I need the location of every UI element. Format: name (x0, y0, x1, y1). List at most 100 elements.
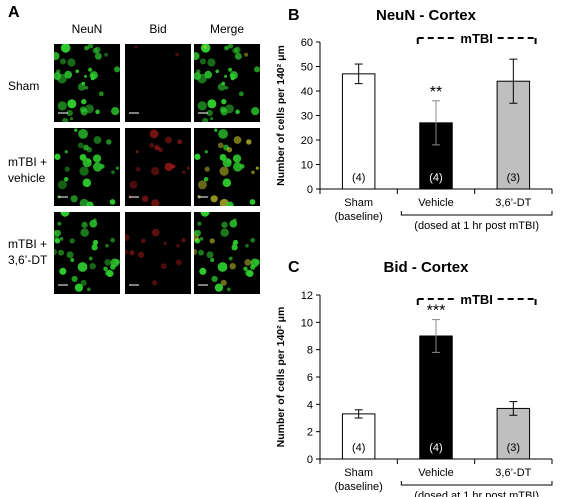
cell-mark (165, 136, 172, 144)
cell-mark (229, 262, 236, 270)
cell-mark (229, 219, 238, 228)
cell-mark (221, 98, 227, 105)
cell-mark (203, 45, 207, 49)
cell-mark (255, 166, 259, 170)
row-label-sham: Sham (8, 79, 40, 93)
cell-mark (244, 52, 249, 57)
cell-mark (215, 69, 219, 74)
cell-mark (54, 248, 58, 256)
cell-mark (140, 238, 146, 244)
cell-mark (217, 142, 224, 149)
row-label-mtbi-dt: mTBI + 3,6’-DT (8, 237, 48, 267)
y-tick-label: 20 (301, 135, 313, 147)
cell-mark (81, 221, 88, 229)
chart-title: Bid - Cortex (383, 259, 469, 276)
cell-mark (233, 162, 243, 172)
cell-mark (217, 83, 226, 91)
cell-mark (125, 249, 128, 255)
cell-mark (218, 128, 228, 139)
cell-mark (134, 45, 138, 49)
cell-mark (194, 238, 201, 244)
n-label-3: (3) (507, 442, 520, 454)
group-note: (dosed at 1 hr post mTBI) (414, 220, 539, 232)
cell-mark (254, 259, 260, 265)
cell-mark (234, 52, 242, 60)
y-tick-label: 60 (301, 37, 313, 49)
cell-mark (210, 195, 218, 203)
cell-mark (217, 262, 228, 272)
cell-mark (227, 287, 231, 292)
cell-mark (194, 153, 201, 160)
cell-mark (55, 69, 61, 75)
cell-mark (200, 212, 210, 217)
cell-mark (80, 228, 89, 237)
micrograph-neun-row-3 (54, 212, 120, 294)
cell-mark (84, 104, 94, 114)
column-header-bid: Bid (149, 22, 167, 36)
cell-mark (89, 262, 96, 270)
cell-mark (195, 69, 201, 75)
category-sublabel: (baseline) (335, 211, 383, 223)
cell-mark (232, 47, 239, 54)
cell-mark (235, 109, 240, 115)
cell-mark (94, 52, 102, 60)
cell-mark (60, 212, 70, 217)
cell-mark (222, 178, 232, 188)
panel-letter: C (288, 259, 300, 276)
cell-mark (227, 44, 234, 49)
cell-mark (177, 139, 183, 145)
cell-mark (98, 91, 104, 97)
cell-mark (75, 69, 79, 74)
cell-mark (63, 45, 67, 49)
cell-mark (224, 104, 234, 114)
cell-mark (115, 166, 119, 170)
cell-mark (197, 180, 207, 190)
category-sublabel: (baseline) (335, 481, 383, 493)
cell-mark (84, 45, 90, 51)
cell-mark (67, 58, 76, 67)
chart-title: NeuN - Cortex (376, 7, 477, 24)
cell-mark (89, 219, 98, 228)
cell-mark (66, 251, 74, 259)
cell-mark (231, 244, 238, 251)
cell-mark (54, 52, 60, 61)
micrograph-neun-row-2 (54, 128, 120, 206)
cell-mark (70, 117, 74, 121)
cell-mark (250, 237, 255, 243)
cell-mark (206, 109, 213, 117)
bid-cortex-chart: C Bid - Cortex Number of cells per 140² μm… (275, 259, 553, 497)
group-note-bracket (400, 481, 553, 486)
cell-mark (214, 128, 218, 132)
bar-1 (341, 413, 376, 460)
cell-mark (110, 237, 115, 243)
category-label-1: Sham (344, 197, 373, 209)
cell-mark (63, 176, 69, 182)
cell-mark (224, 74, 228, 78)
cell-mark (60, 44, 71, 53)
micrograph-merge-row-3 (194, 212, 260, 294)
cell-mark (86, 147, 93, 153)
cell-mark (67, 99, 77, 109)
cell-mark (198, 249, 205, 256)
cell-mark (59, 237, 64, 241)
panel-letter: B (288, 7, 300, 24)
cell-mark (202, 117, 209, 122)
cell-mark (246, 139, 252, 145)
group-note: (dosed at 1 hr post mTBI) (414, 490, 539, 497)
micrograph-bid-row-3 (125, 212, 191, 294)
cell-mark (243, 266, 248, 272)
cell-mark (160, 263, 167, 270)
cell-mark (207, 99, 217, 109)
cell-mark (249, 199, 256, 205)
mtbi-bracket-label: mTBI (460, 31, 493, 46)
cell-mark (245, 243, 249, 248)
cell-mark (224, 45, 230, 51)
cell-mark (197, 101, 207, 111)
cell-mark (164, 162, 173, 172)
cell-mark (111, 106, 120, 116)
cell-mark (204, 70, 213, 79)
cell-mark (149, 142, 155, 148)
micrograph-neun-row-1 (54, 44, 120, 122)
cell-mark (64, 70, 73, 79)
cell-mark (87, 287, 91, 292)
